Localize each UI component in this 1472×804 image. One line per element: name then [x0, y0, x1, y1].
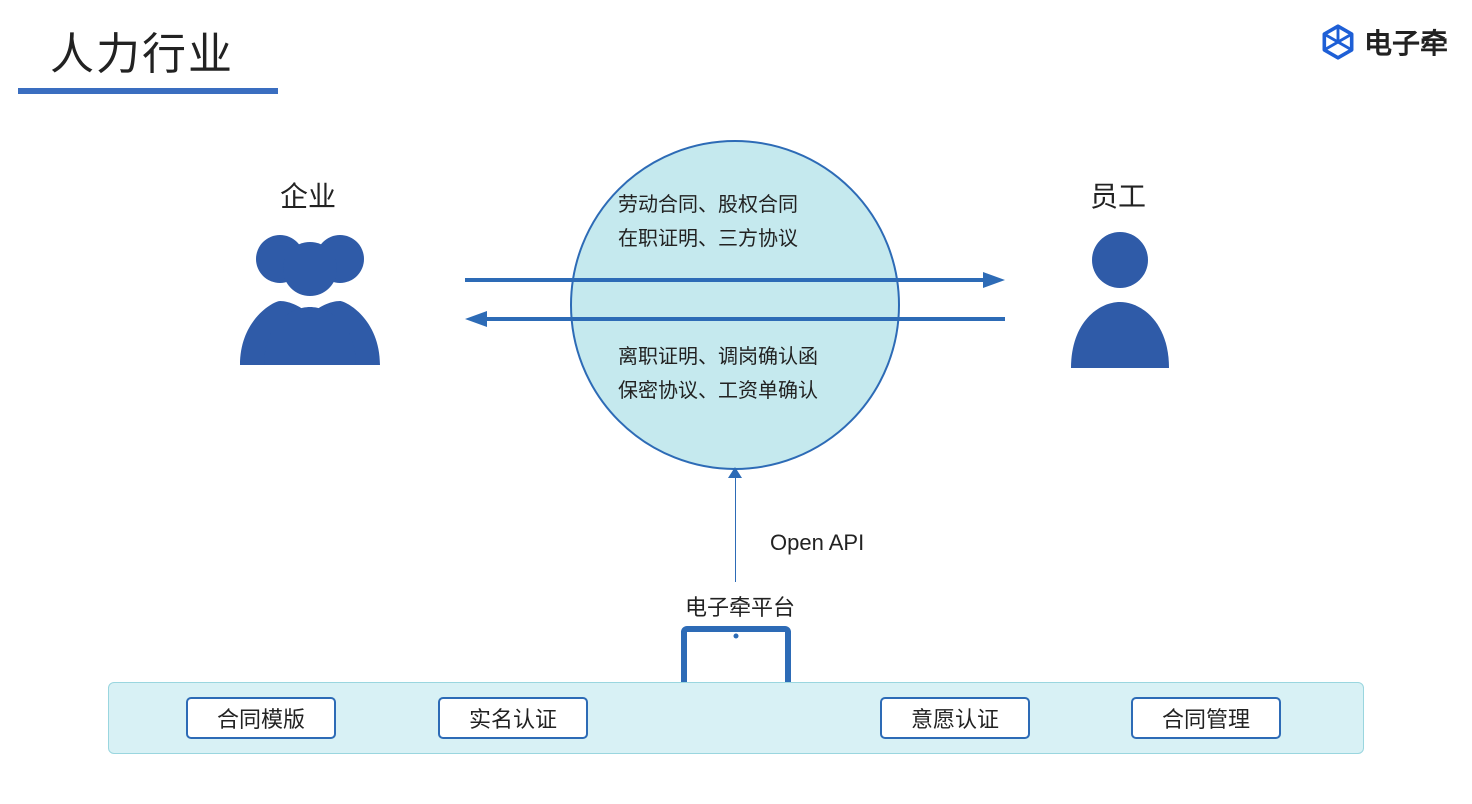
brand-icon: [1320, 24, 1356, 60]
employee-person-icon: [1065, 218, 1175, 368]
arrow-right-icon: [465, 270, 1005, 290]
brand-text: 电子牵: [1364, 22, 1448, 62]
feature-box: 实名认证: [438, 697, 588, 739]
feature-box: 合同管理: [1131, 697, 1281, 739]
circle-top-line: 在职证明、三方协议: [618, 222, 798, 256]
circle-bottom-line: 保密协议、工资单确认: [618, 374, 818, 408]
diagram-stage: 人力行业 电子牵 企业 员工 劳动合同、股权合同 在职证明、: [0, 0, 1472, 804]
circle-bottom-text: 离职证明、调岗确认函 保密协议、工资单确认: [618, 340, 818, 408]
arrow-left-icon: [465, 309, 1005, 329]
left-party-label: 企业: [280, 175, 336, 215]
circle-top-line: 劳动合同、股权合同: [618, 188, 798, 222]
platform-label: 电子牵平台: [685, 590, 795, 622]
enterprise-group-icon: [230, 215, 390, 365]
brand-logo: 电子牵: [1320, 22, 1448, 62]
feature-box: 合同模版: [186, 697, 336, 739]
page-title: 人力行业: [50, 18, 234, 82]
title-underline: [18, 88, 278, 94]
circle-top-text: 劳动合同、股权合同 在职证明、三方协议: [618, 188, 798, 256]
vertical-connector-line: [735, 472, 736, 582]
right-party-label: 员工: [1090, 175, 1146, 215]
feature-box: 意愿认证: [880, 697, 1030, 739]
open-api-label: Open API: [770, 530, 864, 556]
circle-bottom-line: 离职证明、调岗确认函: [618, 340, 818, 374]
